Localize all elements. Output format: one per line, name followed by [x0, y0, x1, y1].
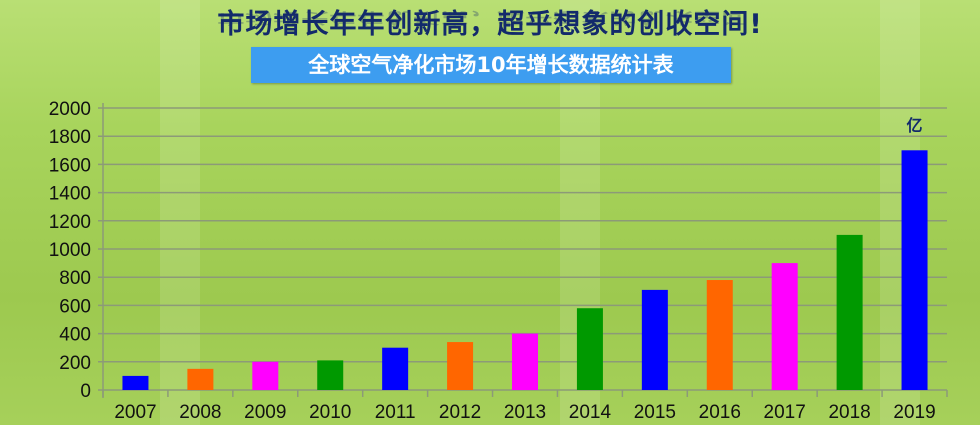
y-tick-label: 400 — [59, 325, 91, 346]
background-stripe — [160, 0, 200, 425]
y-tick-label: 1000 — [49, 240, 91, 261]
x-tick-label: 2007 — [114, 402, 156, 423]
x-tick-label: 2018 — [828, 402, 870, 423]
y-tick-label: 1200 — [49, 212, 91, 233]
y-tick-label: 600 — [59, 296, 91, 317]
x-tick-label: 2019 — [893, 402, 935, 423]
bar-2011 — [382, 347, 409, 390]
y-tick-label: 0 — [80, 381, 91, 402]
headline: 市场增长年年创新高，超乎想象的创收空间! — [217, 9, 763, 40]
bar-2017 — [771, 263, 798, 390]
unit-label: 亿 — [907, 116, 923, 135]
y-tick-label: 1600 — [49, 155, 91, 176]
x-tick-label: 2016 — [699, 402, 741, 423]
x-tick-label: 2010 — [309, 402, 351, 423]
x-tick-label: 2017 — [764, 402, 806, 423]
x-tick-label: 2012 — [439, 402, 481, 423]
y-tick-label: 800 — [59, 268, 91, 289]
y-tick-label: 1800 — [49, 127, 91, 148]
bar-2018 — [836, 234, 863, 390]
chart-title: 全球空气净化市场10年增长数据统计表 — [251, 47, 731, 83]
x-tick-label: 2011 — [375, 402, 416, 423]
bar-2015 — [641, 289, 668, 390]
bar-2016 — [706, 280, 733, 390]
bar-2012 — [447, 342, 474, 390]
bar-2010 — [317, 360, 344, 390]
bar-2013 — [512, 333, 538, 390]
bar-2009 — [252, 361, 279, 390]
y-tick-label: 1400 — [49, 184, 91, 205]
x-tick-label: 2014 — [569, 402, 612, 423]
bar-2007 — [122, 375, 149, 390]
y-tick-label: 200 — [59, 353, 91, 374]
x-tick-label: 2013 — [504, 402, 546, 423]
x-tick-label: 2015 — [634, 402, 676, 423]
x-tick-label: 2009 — [244, 402, 286, 423]
y-tick-label: 2000 — [49, 99, 91, 120]
bar-2019 — [901, 150, 928, 390]
bar-2014 — [576, 308, 603, 390]
bar-2008 — [187, 368, 214, 390]
x-tick-label: 2008 — [179, 402, 221, 423]
